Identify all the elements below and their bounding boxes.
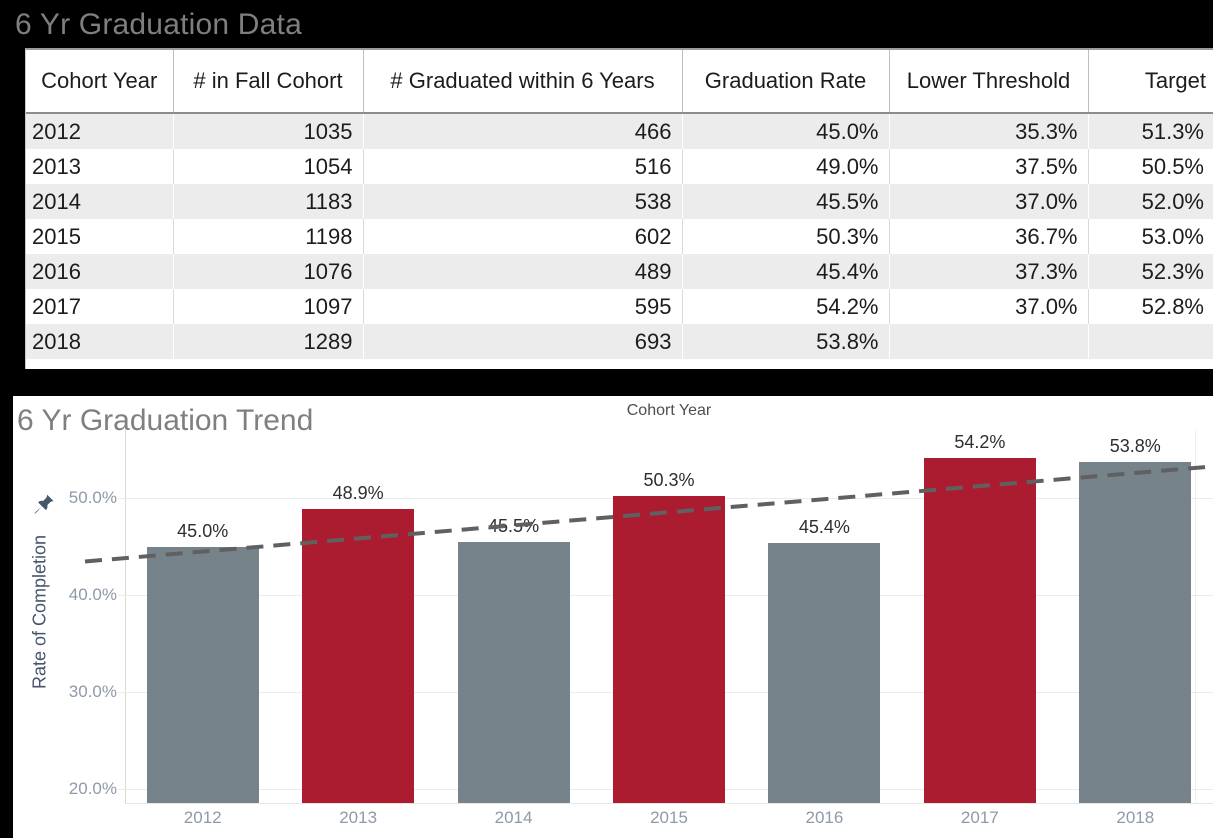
x-tick-label-2017: 2017 xyxy=(960,808,999,827)
graduation-data-table: Cohort Year # in Fall Cohort # Graduated w… xyxy=(25,48,1213,369)
y-axis-title: Rate of Completion xyxy=(29,534,50,690)
table-cell: 2013 xyxy=(26,149,174,184)
cohort-year-axis-label: Cohort Year xyxy=(626,402,712,419)
table-cell: 45.0% xyxy=(682,113,890,149)
bar-value-label: 53.8% xyxy=(1109,435,1161,456)
column-divider xyxy=(1195,430,1196,803)
table-cell: 2014 xyxy=(26,184,174,219)
y-tick-label-20: 20.0% xyxy=(68,779,117,799)
x-axis-baseline xyxy=(125,803,1213,804)
table-cell: 36.7% xyxy=(889,219,1089,254)
table-cell: 1076 xyxy=(173,254,364,289)
x-tick-label-2016: 2016 xyxy=(805,808,844,827)
table-cell: 538 xyxy=(363,184,683,219)
table-cell: 2016 xyxy=(26,254,174,289)
chart-title: 6 Yr Graduation Trend xyxy=(17,404,314,437)
table-cell: 1198 xyxy=(173,219,364,254)
y-tick-label-50: 50.0% xyxy=(68,488,117,508)
bar-value-label: 54.2% xyxy=(954,431,1006,452)
table-cell: 2017 xyxy=(26,289,174,324)
table-cell: 1097 xyxy=(173,289,364,324)
bar-value-label: 50.3% xyxy=(643,469,695,490)
table-cell: 2015 xyxy=(26,219,174,254)
bar-2017[interactable] xyxy=(923,457,1036,803)
column-header: Target xyxy=(1088,50,1213,114)
table-cell: 602 xyxy=(363,219,683,254)
table-cell: 54.2% xyxy=(682,289,890,324)
table-row: 2018 1289 693 53.8% xyxy=(26,324,1213,359)
graduation-trend-panel: 6 Yr Graduation Trend Cohort Year Rate o… xyxy=(13,396,1213,838)
table-cell: 45.5% xyxy=(682,184,890,219)
bar-value-label: 45.0% xyxy=(177,520,229,541)
column-header: # in Fall Cohort xyxy=(173,50,364,114)
column-header: Cohort Year xyxy=(26,50,174,114)
table-cell: 37.0% xyxy=(889,289,1089,324)
table-cell: 1054 xyxy=(173,149,364,184)
x-tick-label-2015: 2015 xyxy=(650,808,688,827)
table-cell: 35.3% xyxy=(889,113,1089,149)
table-cell: 489 xyxy=(363,254,683,289)
bar-2016[interactable] xyxy=(768,543,881,803)
y-axis-line xyxy=(125,430,126,803)
bar-value-label: 48.9% xyxy=(332,483,384,504)
table-cell: 2018 xyxy=(26,324,174,359)
table-cell: 51.3% xyxy=(1088,113,1213,149)
bar-2018[interactable] xyxy=(1079,461,1192,803)
table-row: 2017 1097 595 54.2% 37.0% 52.8% xyxy=(26,289,1213,324)
table-cell: 37.3% xyxy=(889,254,1089,289)
table-title: 6 Yr Graduation Data xyxy=(15,8,302,41)
pin-icon[interactable] xyxy=(29,490,56,517)
table-cell: 466 xyxy=(363,113,683,149)
table-row: 2013 1054 516 49.0% 37.5% 50.5% xyxy=(26,149,1213,184)
y-tick-label-30: 30.0% xyxy=(68,682,117,702)
y-tick-label-40: 40.0% xyxy=(68,585,117,605)
table-cell xyxy=(889,324,1089,359)
table-cell: 49.0% xyxy=(682,149,890,184)
column-header: Graduation Rate xyxy=(682,50,890,114)
table-cell: 595 xyxy=(363,289,683,324)
table-cell: 1035 xyxy=(173,113,364,149)
bar-2012[interactable] xyxy=(146,546,259,803)
column-header: # Graduated within 6 Years xyxy=(363,50,683,114)
table-cell: 37.0% xyxy=(889,184,1089,219)
table-row: 2016 1076 489 45.4% 37.3% 52.3% xyxy=(26,254,1213,289)
table-cell: 52.8% xyxy=(1141,293,1204,319)
bar-2015[interactable] xyxy=(613,495,725,803)
table-cell: 50.5% xyxy=(1141,153,1204,179)
table-cell: 2012 xyxy=(26,113,174,149)
table-cell: 50.3% xyxy=(682,219,890,254)
bar-value-label: 45.4% xyxy=(798,517,850,538)
column-header: Lower Threshold xyxy=(889,50,1089,114)
bar-value-label: 45.5% xyxy=(488,516,540,537)
x-tick-label-2014: 2014 xyxy=(494,808,533,827)
table-cell: 1183 xyxy=(173,184,364,219)
table-cell: 516 xyxy=(363,149,683,184)
table-cell: 52.0% xyxy=(1088,184,1213,219)
table-row: 2012 1035 466 45.0% 35.3% 51.3% xyxy=(26,113,1213,149)
table-cell xyxy=(1088,324,1213,359)
table-cell: 53.8% xyxy=(682,324,890,359)
bar-2013[interactable] xyxy=(302,509,415,803)
table-row: 2015 1198 602 50.3% 36.7% 53.0% xyxy=(26,219,1213,254)
table-cell: 37.5% xyxy=(889,149,1089,184)
table-cell: 52.3% xyxy=(1088,254,1213,289)
bar-2014[interactable] xyxy=(457,542,570,803)
table-cell: 693 xyxy=(363,324,683,359)
x-tick-label-2018: 2018 xyxy=(1116,808,1155,827)
table-cell: 1289 xyxy=(173,324,364,359)
table-cell: 53.0% xyxy=(1141,223,1204,249)
table-cell: 45.4% xyxy=(682,254,890,289)
table-row: 2014 1183 538 45.5% 37.0% 52.0% xyxy=(26,184,1213,219)
x-tick-label-2013: 2013 xyxy=(339,808,378,827)
x-tick-label-2012: 2012 xyxy=(183,808,222,827)
